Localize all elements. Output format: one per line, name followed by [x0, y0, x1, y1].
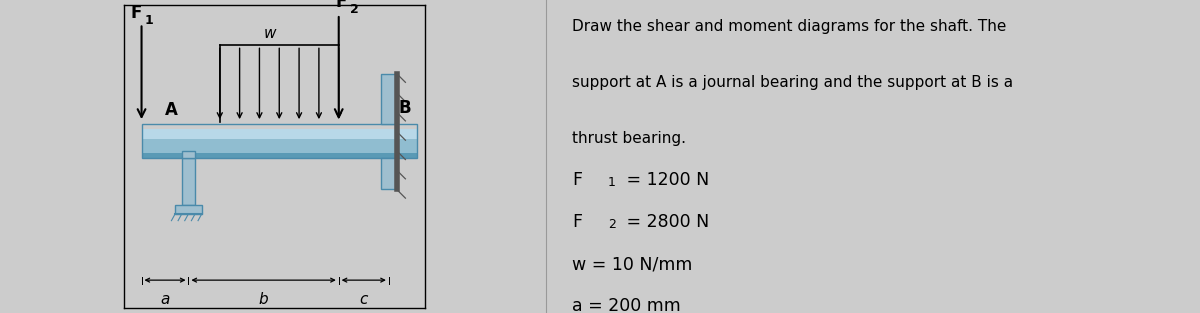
- Text: B: B: [398, 99, 410, 117]
- Bar: [380, 158, 397, 189]
- Bar: [142, 153, 416, 158]
- Text: 2: 2: [608, 218, 616, 232]
- Bar: [182, 158, 196, 205]
- Bar: [142, 129, 416, 153]
- Text: 1: 1: [608, 176, 616, 189]
- Text: a = 200 mm: a = 200 mm: [572, 297, 680, 313]
- Text: = 2800 N: = 2800 N: [622, 213, 709, 231]
- Text: Draw the shear and moment diagrams for the shaft. The: Draw the shear and moment diagrams for t…: [572, 19, 1007, 34]
- Bar: [142, 129, 416, 139]
- Bar: [142, 124, 416, 158]
- Text: F: F: [572, 171, 582, 189]
- Text: a: a: [161, 292, 169, 307]
- Bar: [175, 205, 202, 214]
- Text: 1: 1: [145, 14, 154, 27]
- Text: w = 10 N/mm: w = 10 N/mm: [572, 255, 692, 273]
- Text: b: b: [259, 292, 269, 307]
- Text: F: F: [131, 4, 142, 22]
- Text: c: c: [360, 292, 368, 307]
- Text: support at A is a journal bearing and the support at B is a: support at A is a journal bearing and th…: [572, 75, 1013, 90]
- Text: thrust bearing.: thrust bearing.: [572, 131, 686, 146]
- Text: F: F: [572, 213, 582, 231]
- Text: = 1200 N: = 1200 N: [622, 171, 709, 189]
- Bar: [182, 151, 196, 158]
- Text: w: w: [264, 26, 276, 41]
- Bar: [380, 74, 397, 124]
- Text: 2: 2: [349, 3, 359, 16]
- Text: A: A: [164, 101, 178, 119]
- Text: F: F: [336, 0, 347, 11]
